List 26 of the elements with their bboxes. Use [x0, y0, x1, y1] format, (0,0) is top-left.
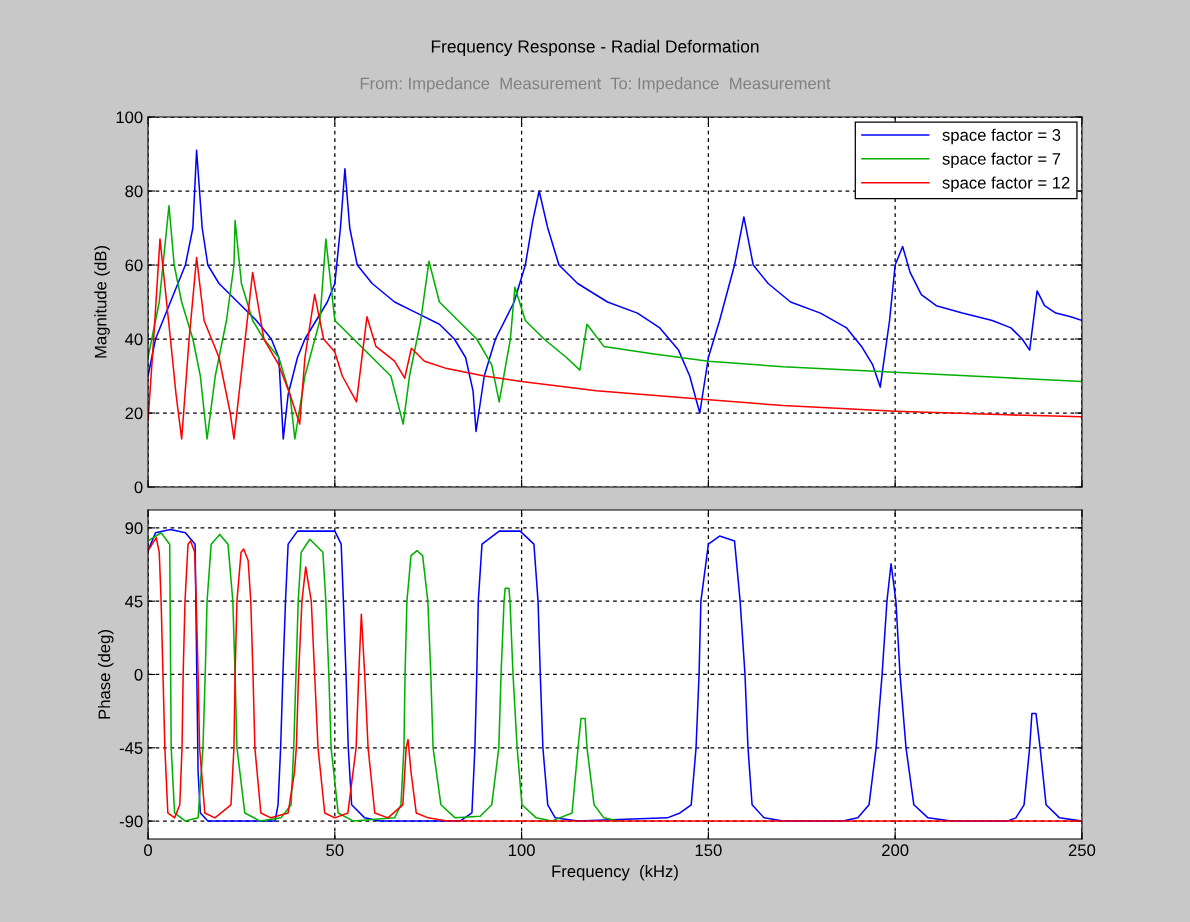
legend-label: space factor = 7: [942, 152, 1061, 169]
x-tick-label: 150: [695, 844, 722, 857]
x-tick-label: 0: [144, 844, 153, 857]
y-axis-title: Magnitude (dB): [94, 246, 110, 358]
y-tick-label: 40: [125, 333, 143, 346]
y-tick-label: 80: [125, 185, 143, 198]
y-tick-label: 0: [134, 481, 143, 494]
legend-label: space factor = 3: [942, 128, 1061, 145]
y-tick-label: -90: [119, 815, 143, 828]
line-series: [148, 149, 1082, 440]
y-tick-label: 0: [134, 668, 143, 681]
legend-label: space factor = 12: [942, 176, 1070, 192]
x-tick-label: 250: [1068, 844, 1096, 857]
y-tick-label: -45: [119, 742, 143, 754]
y-tick-label: 45: [125, 595, 143, 608]
chart-subtitle: From: Impedance Measurement To: Impedance Measurement: [360, 77, 831, 93]
y-tick-label: 20: [125, 407, 143, 420]
x-tick-label: 200: [882, 844, 909, 857]
y-axis-title: Phase (deg): [98, 630, 114, 719]
x-tick-label: 100: [508, 844, 535, 857]
chart-title: Frequency Response - Radial Deformation: [431, 39, 759, 57]
x-tick-label: 50: [326, 844, 344, 857]
y-tick-label: 60: [125, 259, 143, 272]
y-tick-label: 90: [125, 522, 143, 535]
x-axis-title: Frequency (kHz): [552, 864, 678, 881]
y-tick-label: 100: [116, 111, 143, 124]
